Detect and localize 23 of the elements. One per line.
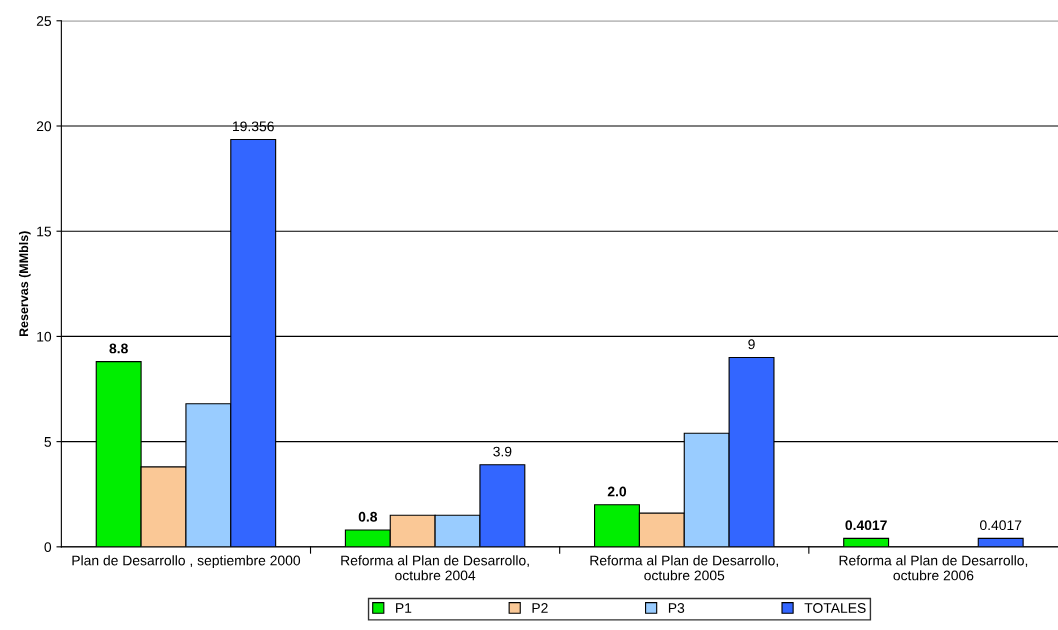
x-tick-label: Reforma al Plan de Desarrollo, octubre 2004 bbox=[341, 555, 529, 581]
data-label: 0.8 bbox=[358, 511, 378, 522]
data-label: 8.8 bbox=[109, 343, 128, 354]
legend-label: P3 bbox=[668, 603, 685, 613]
y-tick-label: 10 bbox=[37, 331, 52, 342]
data-label: 0.4017 bbox=[980, 520, 1022, 531]
data-label: 2.0 bbox=[607, 486, 627, 497]
data-label: 3.9 bbox=[493, 446, 512, 457]
data-label: 9 bbox=[748, 339, 755, 350]
y-tick-label: 25 bbox=[36, 16, 52, 26]
x-tick-label: Plan de Desarrollo , septiembre 2000 bbox=[72, 555, 301, 569]
legend-label: P1 bbox=[396, 603, 412, 613]
x-tick-label: Reforma al Plan de Desarrollo, octubre 2006 bbox=[839, 555, 1028, 581]
y-tick-label: 5 bbox=[44, 437, 52, 447]
legend-label: TOTALES bbox=[804, 603, 866, 613]
y-tick-label: 15 bbox=[37, 226, 52, 237]
data-label: 0.4017 bbox=[845, 520, 887, 531]
y-axis-title: Reservas (MMbls) bbox=[18, 231, 31, 337]
data-label: 19.356 bbox=[233, 121, 274, 132]
legend-label: P2 bbox=[532, 603, 548, 613]
y-tick-label: 20 bbox=[36, 121, 52, 132]
y-tick-label: 0 bbox=[44, 542, 52, 553]
x-tick-label: Reforma al Plan de Desarrollo, octubre 2005 bbox=[590, 555, 778, 581]
